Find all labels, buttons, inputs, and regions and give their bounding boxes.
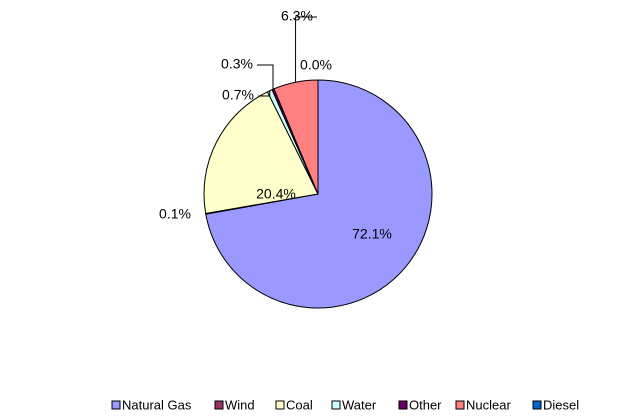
- pie-slice: [205, 79, 433, 309]
- legend-swatch: [331, 400, 341, 410]
- leader-line: [295, 16, 317, 83]
- legend-label: Natural Gas: [122, 397, 192, 412]
- data-label: 20.4%: [256, 186, 296, 202]
- legend-label: Coal: [286, 397, 313, 412]
- leader-line: [258, 90, 271, 97]
- data-label: 0.1%: [159, 206, 191, 222]
- legend-swatch: [275, 400, 285, 410]
- legend-label: Water: [342, 397, 377, 412]
- leader-line: [257, 64, 274, 90]
- legend-swatch: [214, 400, 224, 410]
- legend-swatch: [532, 400, 542, 410]
- data-label: 0.0%: [300, 57, 332, 73]
- legend-label: Nuclear: [466, 397, 511, 412]
- legend-label: Other: [409, 397, 442, 412]
- data-label: 0.3%: [221, 56, 253, 72]
- legend-swatch: [455, 400, 465, 410]
- pie-slice: [203, 91, 319, 215]
- legend-label: Wind: [225, 397, 255, 412]
- legend-label: Diesel: [543, 397, 579, 412]
- legend-swatch: [398, 400, 408, 410]
- data-label: 72.1%: [352, 226, 392, 242]
- data-label: 0.7%: [222, 87, 254, 103]
- legend-swatch: [111, 400, 121, 410]
- data-label: 6.3%: [281, 8, 313, 24]
